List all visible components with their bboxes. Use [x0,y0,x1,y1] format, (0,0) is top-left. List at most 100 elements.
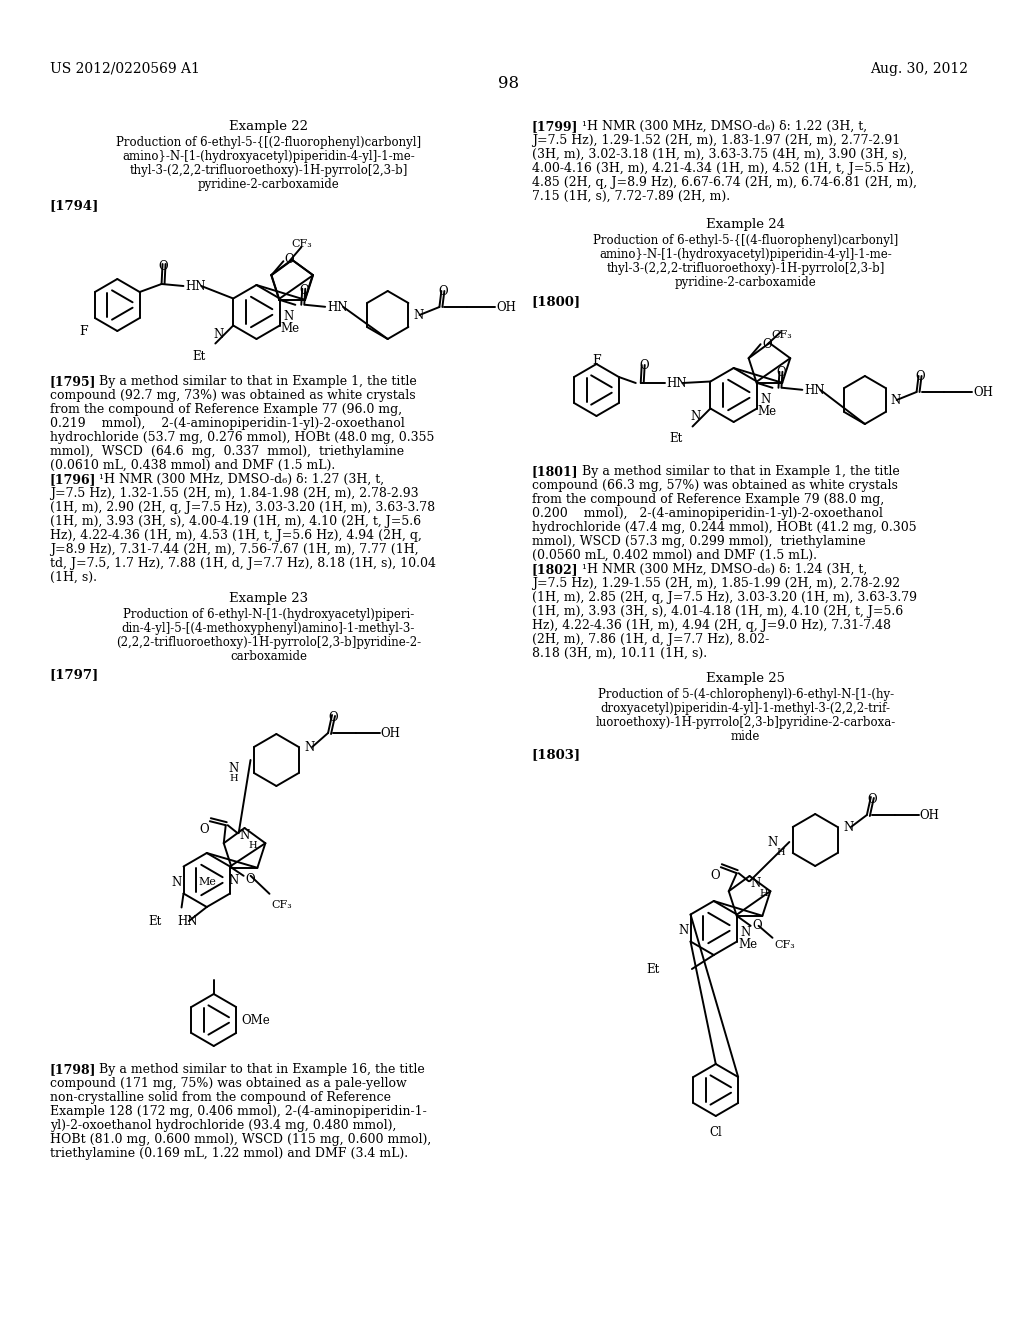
Text: O: O [753,919,762,932]
Text: N: N [751,878,761,890]
Text: N: N [761,393,771,407]
Text: N: N [213,327,223,341]
Text: F: F [79,325,88,338]
Text: amino}-N-[1-(hydroxyacetyl)piperidin-4-yl]-1-me-: amino}-N-[1-(hydroxyacetyl)piperidin-4-y… [122,150,415,162]
Text: Production of 6-ethyl-N-[1-(hydroxyacetyl)piperi-: Production of 6-ethyl-N-[1-(hydroxyacety… [123,609,414,620]
Text: O: O [246,874,255,886]
Text: droxyacetyl)piperidin-4-yl]-1-methyl-3-(2,2,2-trif-: droxyacetyl)piperidin-4-yl]-1-methyl-3-(… [601,702,891,715]
Text: By a method similar to that in Example 1, the title: By a method similar to that in Example 1… [91,375,417,388]
Text: O: O [438,285,449,298]
Text: N: N [228,874,239,887]
Text: O: O [867,793,877,807]
Text: HN: HN [667,378,687,389]
Text: J=7.5 Hz), 1.32-1.55 (2H, m), 1.84-1.98 (2H, m), 2.78-2.93: J=7.5 Hz), 1.32-1.55 (2H, m), 1.84-1.98 … [50,487,419,500]
Text: 8.18 (3H, m), 10.11 (1H, s).: 8.18 (3H, m), 10.11 (1H, s). [531,647,707,660]
Text: Example 22: Example 22 [229,120,308,133]
Text: ¹H NMR (300 MHz, DMSO-d₆) δ: 1.24 (3H, t,: ¹H NMR (300 MHz, DMSO-d₆) δ: 1.24 (3H, t… [573,564,867,576]
Text: O: O [159,260,168,273]
Text: luoroethoxy)-1H-pyrrolo[2,3-b]pyridine-2-carboxa-: luoroethoxy)-1H-pyrrolo[2,3-b]pyridine-2… [596,715,896,729]
Text: N: N [228,762,239,775]
Text: O: O [776,366,786,379]
Text: (2H, m), 7.86 (1H, d, J=7.7 Hz), 8.02-: (2H, m), 7.86 (1H, d, J=7.7 Hz), 8.02- [531,634,769,645]
Text: Aug. 30, 2012: Aug. 30, 2012 [870,62,969,77]
Text: Example 25: Example 25 [707,672,785,685]
Text: (1H, m), 3.93 (3H, s), 4.01-4.18 (1H, m), 4.10 (2H, t, J=5.6: (1H, m), 3.93 (3H, s), 4.01-4.18 (1H, m)… [531,605,903,618]
Text: non-crystalline solid from the compound of Reference: non-crystalline solid from the compound … [50,1092,391,1104]
Text: Hz), 4.22-4.36 (1H, m), 4.94 (2H, q, J=9.0 Hz), 7.31-7.48: Hz), 4.22-4.36 (1H, m), 4.94 (2H, q, J=9… [531,619,891,632]
Text: (1H, m), 2.90 (2H, q, J=7.5 Hz), 3.03-3.20 (1H, m), 3.63-3.78: (1H, m), 2.90 (2H, q, J=7.5 Hz), 3.03-3.… [50,502,435,513]
Text: ¹H NMR (300 MHz, DMSO-d₆) δ: 1.27 (3H, t,: ¹H NMR (300 MHz, DMSO-d₆) δ: 1.27 (3H, t… [91,473,385,486]
Text: triethylamine (0.169 mL, 1.22 mmol) and DMF (3.4 mL).: triethylamine (0.169 mL, 1.22 mmol) and … [50,1147,408,1160]
Text: [1795]: [1795] [50,375,96,388]
Text: 98: 98 [499,75,519,92]
Text: OH: OH [496,301,516,314]
Text: N: N [679,924,689,937]
Text: H: H [777,847,785,857]
Text: 0.219    mmol),    2-(4-aminopiperidin-1-yl)-2-oxoethanol: 0.219 mmol), 2-(4-aminopiperidin-1-yl)-2… [50,417,404,430]
Text: N: N [891,393,901,407]
Text: 7.15 (1H, s), 7.72-7.89 (2H, m).: 7.15 (1H, s), 7.72-7.89 (2H, m). [531,190,730,203]
Text: O: O [710,869,720,882]
Text: F: F [592,354,601,367]
Text: Me: Me [738,939,757,950]
Text: thyl-3-(2,2,2-trifluoroethoxy)-1H-pyrrolo[2,3-b]: thyl-3-(2,2,2-trifluoroethoxy)-1H-pyrrol… [606,261,885,275]
Text: Example 23: Example 23 [228,591,308,605]
Text: (0.0610 mL, 0.438 mmol) and DMF (1.5 mL).: (0.0610 mL, 0.438 mmol) and DMF (1.5 mL)… [50,459,335,473]
Text: CF₃: CF₃ [774,940,796,950]
Text: Production of 6-ethyl-5-{[(2-fluorophenyl)carbonyl]: Production of 6-ethyl-5-{[(2-fluoropheny… [116,136,421,149]
Text: pyridine-2-carboxamide: pyridine-2-carboxamide [675,276,816,289]
Text: (0.0560 mL, 0.402 mmol) and DMF (1.5 mL).: (0.0560 mL, 0.402 mmol) and DMF (1.5 mL)… [531,549,817,562]
Text: mide: mide [731,730,760,743]
Text: Et: Et [148,915,162,928]
Text: N: N [690,411,700,424]
Text: By a method similar to that in Example 16, the title: By a method similar to that in Example 1… [91,1063,425,1076]
Text: J=7.5 Hz), 1.29-1.52 (2H, m), 1.83-1.97 (2H, m), 2.77-2.91: J=7.5 Hz), 1.29-1.52 (2H, m), 1.83-1.97 … [531,135,900,147]
Text: CF₃: CF₃ [291,239,311,249]
Text: [1797]: [1797] [50,668,99,681]
Text: Example 24: Example 24 [707,218,785,231]
Text: [1796]: [1796] [50,473,96,486]
Text: Me: Me [199,876,217,887]
Text: O: O [329,711,338,723]
Text: (1H, m), 2.85 (2H, q, J=7.5 Hz), 3.03-3.20 (1H, m), 3.63-3.79: (1H, m), 2.85 (2H, q, J=7.5 Hz), 3.03-3.… [531,591,916,605]
Text: OH: OH [381,727,400,741]
Text: O: O [639,359,648,372]
Text: carboxamide: carboxamide [230,649,307,663]
Text: mmol),  WSCD  (64.6  mg,  0.337  mmol),  triethylamine: mmol), WSCD (64.6 mg, 0.337 mmol), triet… [50,445,403,458]
Text: J=8.9 Hz), 7.31-7.44 (2H, m), 7.56-7.67 (1H, m), 7.77 (1H,: J=8.9 Hz), 7.31-7.44 (2H, m), 7.56-7.67 … [50,543,419,556]
Text: yl)-2-oxoethanol hydrochloride (93.4 mg, 0.480 mmol),: yl)-2-oxoethanol hydrochloride (93.4 mg,… [50,1119,396,1133]
Text: O: O [199,824,209,836]
Text: Production of 6-ethyl-5-{[(4-fluorophenyl)carbonyl]: Production of 6-ethyl-5-{[(4-fluoropheny… [593,234,898,247]
Text: (1H, m), 3.93 (3H, s), 4.00-4.19 (1H, m), 4.10 (2H, t, J=5.6: (1H, m), 3.93 (3H, s), 4.00-4.19 (1H, m)… [50,515,421,528]
Text: Example 128 (172 mg, 0.406 mmol), 2-(4-aminopiperidin-1-: Example 128 (172 mg, 0.406 mmol), 2-(4-a… [50,1105,426,1118]
Text: H: H [760,890,768,898]
Text: pyridine-2-carboxamide: pyridine-2-carboxamide [198,178,339,191]
Text: HOBt (81.0 mg, 0.600 mmol), WSCD (115 mg, 0.600 mmol),: HOBt (81.0 mg, 0.600 mmol), WSCD (115 mg… [50,1133,431,1146]
Text: HN: HN [804,384,824,397]
Text: [1803]: [1803] [531,748,581,762]
Text: N: N [843,821,853,834]
Text: HN: HN [178,915,199,928]
Text: N: N [740,927,751,939]
Text: [1800]: [1800] [531,294,581,308]
Text: din-4-yl]-5-[(4-methoxyphenyl)amino]-1-methyl-3-: din-4-yl]-5-[(4-methoxyphenyl)amino]-1-m… [122,622,415,635]
Text: 4.00-4.16 (3H, m), 4.21-4.34 (1H, m), 4.52 (1H, t, J=5.5 Hz),: 4.00-4.16 (3H, m), 4.21-4.34 (1H, m), 4.… [531,162,914,176]
Text: US 2012/0220569 A1: US 2012/0220569 A1 [50,62,200,77]
Text: thyl-3-(2,2,2-trifluoroethoxy)-1H-pyrrolo[2,3-b]: thyl-3-(2,2,2-trifluoroethoxy)-1H-pyrrol… [129,164,408,177]
Text: from the compound of Reference Example 79 (88.0 mg,: from the compound of Reference Example 7… [531,492,884,506]
Text: [1798]: [1798] [50,1063,96,1076]
Text: Me: Me [758,405,777,418]
Text: compound (66.3 mg, 57%) was obtained as white crystals: compound (66.3 mg, 57%) was obtained as … [531,479,898,492]
Text: Hz), 4.22-4.36 (1H, m), 4.53 (1H, t, J=5.6 Hz), 4.94 (2H, q,: Hz), 4.22-4.36 (1H, m), 4.53 (1H, t, J=5… [50,529,422,543]
Text: Me: Me [281,322,300,335]
Text: from the compound of Reference Example 77 (96.0 mg,: from the compound of Reference Example 7… [50,403,401,416]
Text: (1H, s).: (1H, s). [50,572,96,583]
Text: (3H, m), 3.02-3.18 (1H, m), 3.63-3.75 (4H, m), 3.90 (3H, s),: (3H, m), 3.02-3.18 (1H, m), 3.63-3.75 (4… [531,148,907,161]
Text: compound (171 mg, 75%) was obtained as a pale-yellow: compound (171 mg, 75%) was obtained as a… [50,1077,407,1090]
Text: ¹H NMR (300 MHz, DMSO-d₆) δ: 1.22 (3H, t,: ¹H NMR (300 MHz, DMSO-d₆) δ: 1.22 (3H, t… [573,120,866,133]
Text: OH: OH [920,809,939,822]
Text: N: N [284,310,294,323]
Text: O: O [299,284,309,297]
Text: hydrochloride (47.4 mg, 0.244 mmol), HOBt (41.2 mg, 0.305: hydrochloride (47.4 mg, 0.244 mmol), HOB… [531,521,916,535]
Text: N: N [767,836,777,849]
